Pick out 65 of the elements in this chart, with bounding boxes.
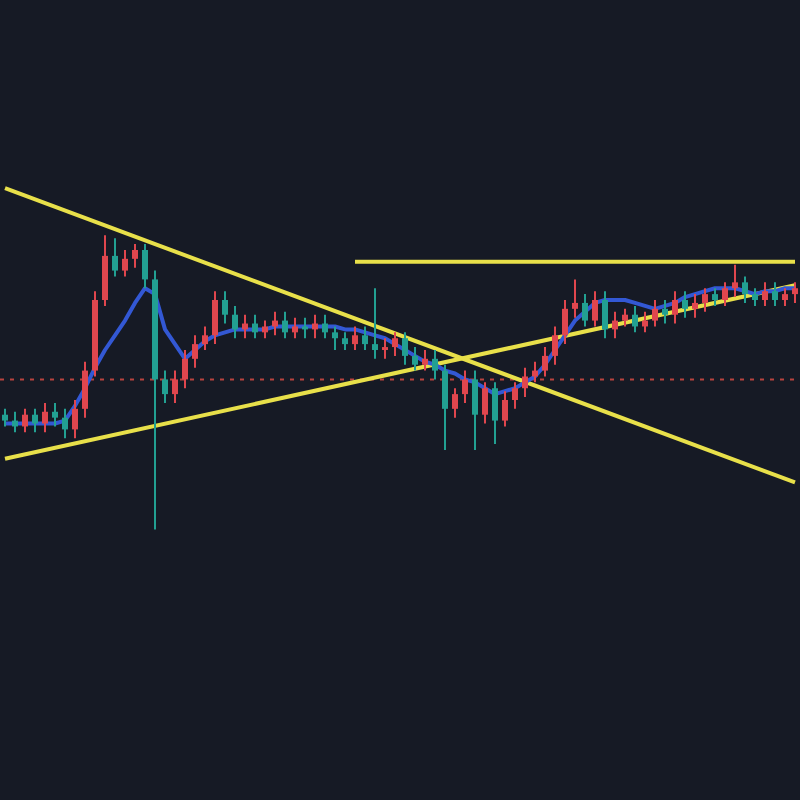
candlestick: [372, 287, 378, 360]
candlestick: [282, 310, 288, 340]
candlestick: [232, 304, 238, 340]
candlestick: [732, 263, 738, 299]
candlestick: [362, 325, 368, 351]
candlestick: [572, 278, 578, 319]
candlestick: [42, 401, 48, 434]
candlestick: [582, 293, 588, 328]
candlestick: [462, 369, 468, 404]
candlestick: [562, 299, 568, 346]
candlestick: [112, 237, 118, 278]
candlestick: [102, 234, 108, 307]
candlestick: [792, 281, 798, 304]
candlestick: [662, 299, 668, 325]
candlestick: [692, 293, 698, 319]
candlestick: [162, 369, 168, 404]
candlestick: [292, 316, 298, 340]
candlestick: [322, 313, 328, 340]
candlestick: [352, 325, 358, 351]
candlestick: [762, 281, 768, 307]
candlestick: [32, 407, 38, 434]
candlestick: [652, 299, 658, 328]
candlestick: [62, 407, 68, 440]
candlestick: [702, 287, 708, 313]
candlestick: [722, 281, 728, 307]
candlestick: [392, 331, 398, 357]
candlestick: [672, 290, 678, 325]
candlestick: [22, 407, 28, 434]
candlestick: [442, 363, 448, 451]
candlestick: [592, 290, 598, 328]
candlestick: [212, 290, 218, 346]
candlestick: [252, 313, 258, 340]
candlestick: [542, 346, 548, 378]
candlestick: [82, 360, 88, 419]
candlestick: [142, 243, 148, 290]
candlestick: [742, 275, 748, 304]
candlestick: [182, 349, 188, 390]
candlestick: [412, 346, 418, 372]
candlestick: [522, 366, 528, 399]
candlestick: [302, 316, 308, 340]
candlestick: [432, 349, 438, 381]
candlestick: [382, 337, 388, 360]
candlestick: [192, 334, 198, 369]
candlestick: [122, 249, 128, 278]
candlestick: [52, 401, 58, 428]
candlestick: [502, 390, 508, 428]
candlestick: [602, 290, 608, 340]
candlestick: [772, 281, 778, 307]
candlestick: [482, 381, 488, 425]
candlestick: [512, 381, 518, 410]
candlestick: [332, 325, 338, 351]
candlestick: [492, 381, 498, 446]
candlestick: [222, 290, 228, 325]
candlestick: [632, 304, 638, 334]
candlestick: [612, 310, 618, 340]
candlestick: [402, 331, 408, 366]
candlestick: [452, 387, 458, 419]
candlestick: [202, 325, 208, 351]
candlestick: [172, 369, 178, 404]
candlestick: [132, 243, 138, 269]
candlestick: [552, 325, 558, 366]
candlestick: [682, 290, 688, 319]
candlestick: [72, 399, 78, 440]
candlestick: [472, 369, 478, 451]
candlestick: [422, 349, 428, 372]
